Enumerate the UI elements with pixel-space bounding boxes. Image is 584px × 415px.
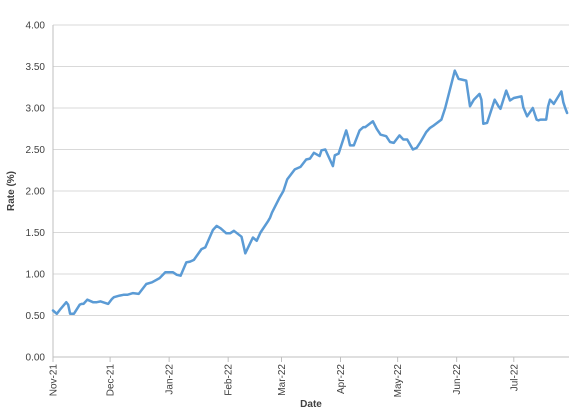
y-tick-label: 0.00 (26, 353, 46, 364)
y-tick-label: 3.00 (26, 104, 46, 115)
x-tick-label: Feb-22 (224, 364, 235, 396)
x-tick-label: Apr-22 (336, 364, 347, 394)
x-tick-label: Nov-21 (49, 364, 60, 397)
y-axis-title: Rate (%) (6, 171, 17, 211)
y-tick-label: 2.50 (26, 145, 46, 156)
y-axis: 0.00 0.50 1.00 1.50 2.00 2.50 3.00 3.50 4.00 (26, 21, 46, 364)
x-axis-title: Date (300, 399, 322, 410)
y-tick-label: 0.50 (26, 311, 46, 322)
grid (52, 24, 569, 358)
x-tick-label: Jul-22 (509, 364, 520, 392)
y-tick-label: 2.00 (26, 187, 46, 198)
x-tick-label: Jan-22 (165, 364, 176, 395)
x-tick-label: Dec-21 (106, 364, 117, 397)
y-tick-label: 1.00 (26, 270, 46, 281)
series-group (51, 69, 569, 316)
y-tick-label: 4.00 (26, 21, 46, 32)
x-tick-label: Mar-22 (277, 364, 288, 396)
x-tick-label: May-22 (393, 364, 404, 398)
x-tick-label: Jun-22 (452, 364, 463, 395)
x-axis: Nov-21 Dec-21 Jan-22 Feb-22 Mar-22 Apr-22 May-… (49, 357, 520, 398)
y-tick-label: 1.50 (26, 228, 46, 239)
y-tick-label: 3.50 (26, 62, 46, 73)
rate-series-line (51, 69, 569, 316)
